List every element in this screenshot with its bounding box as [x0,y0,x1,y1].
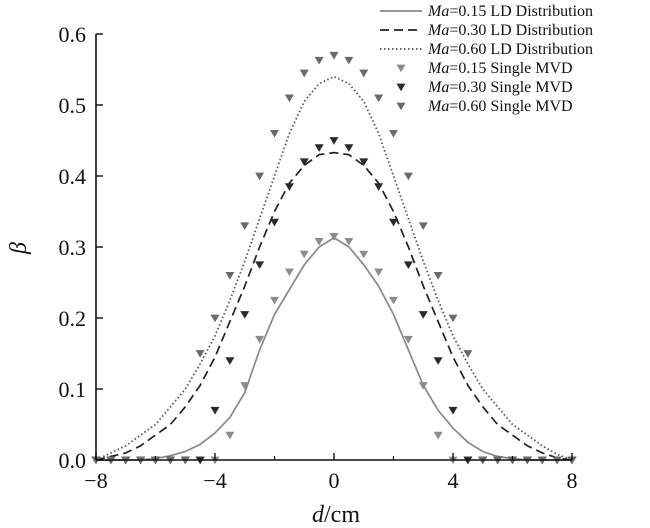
series-4-marker [240,382,250,390]
series-6-marker [329,51,339,60]
legend: Ma=0.15 LD Distribution Ma=0.30 LD Distri… [380,3,593,115]
x-axis-symbol: d [312,502,325,528]
series-4-marker [374,268,384,277]
series-5-marker [433,357,443,365]
y-tick-label: 0.5 [59,93,87,118]
series-5-marker [270,218,279,227]
series-5-marker [403,261,413,270]
y-tick-label: 0.6 [59,22,87,47]
series-4-marker [403,335,413,344]
series-4-marker [359,250,369,259]
series-6-marker [299,69,309,78]
series-4-marker [314,237,324,246]
series-6-legend-label: Ma=0.60 Single MVD [427,98,573,115]
series-5-marker [210,406,220,415]
series-2-line [95,151,573,461]
series-4-marker [433,431,443,440]
series-5-marker [344,144,354,152]
series-5-marker [255,261,265,270]
y-axis-label: β [6,242,32,255]
series-4-legend-label: Ma=0.15 Single MVD [427,60,573,77]
series-4-marker [284,268,294,277]
x-tick-label: −8 [84,468,107,493]
series-6-marker [210,314,220,323]
series-4-legend-swatch [396,64,406,73]
series-5-marker [314,144,324,152]
axes: 0.0 0.1 0.2 0.3 0.4 0.5 0.6 −8 −4 0 4 8 [59,22,578,493]
series-4-marker [329,232,339,241]
series-3-legend-label: Ma=0.60 LD Distribution [427,41,593,58]
series-5-marker [418,311,428,319]
series-6-marker [433,272,443,280]
series-6-marker [359,69,369,78]
series-6-marker [284,94,294,103]
series-4-marker [389,296,398,305]
series-4-marker [255,335,265,344]
series-6-marker [314,56,324,65]
series-4-marker [344,237,354,246]
series-5-marker [374,183,384,191]
series-6-marker [240,222,250,230]
series-6-marker [225,272,235,280]
x-axis-label: d/cm [312,502,360,528]
y-tick-label: 0.1 [59,377,87,402]
series-6-marker [270,130,279,138]
x-tick-label: 8 [567,468,578,493]
series-6-marker [418,222,428,230]
series-6-marker [389,130,398,138]
series-5-marker [389,218,398,227]
series-4-marker [225,431,235,440]
series-5-marker [329,137,339,145]
series-6-marker [374,94,384,103]
series-6-marker [255,172,265,181]
y-tick-label: 0.3 [59,235,87,260]
series-5-marker [225,357,235,365]
series-1-line [96,236,572,461]
series-4-marker [418,382,428,390]
series-5-legend-swatch [396,83,406,92]
y-tick-label: 0.2 [59,306,87,331]
series-6-legend-swatch [396,102,406,111]
series-1-legend-label: Ma=0.15 LD Distribution [427,3,593,20]
series-5-marker [359,158,369,167]
series-5-marker [299,158,309,167]
x-axis-unit: /cm [324,502,360,528]
series-2-legend-label: Ma=0.30 LD Distribution [427,22,593,39]
series-3-line [95,75,573,461]
series-4-marker [270,296,279,305]
series-6-marker [463,350,473,358]
series-5-marker [448,406,458,415]
series-6-marker [195,350,205,358]
x-tick-label: 4 [448,468,459,493]
series-5-marker [284,183,294,191]
y-tick-label: 0.0 [59,448,87,473]
series-6-marker [403,172,413,181]
x-tick-label: 0 [329,468,340,493]
x-tick-label: −4 [203,468,226,493]
series-5-marker [240,311,250,319]
series-6-marker [448,314,458,323]
y-tick-label: 0.4 [59,164,87,189]
series-6-marker [344,56,354,65]
series-4-marker [299,250,309,259]
series-5-legend-label: Ma=0.30 Single MVD [427,79,573,96]
